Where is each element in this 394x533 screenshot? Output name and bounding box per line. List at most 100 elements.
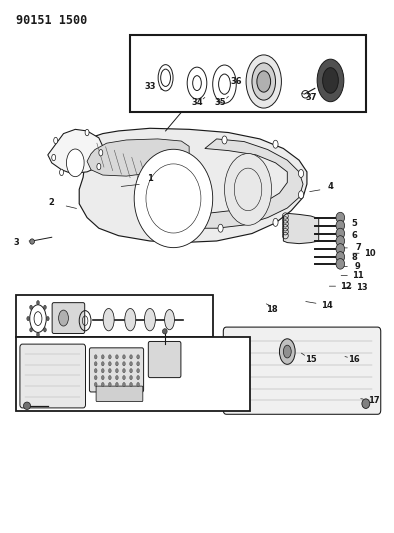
Text: 2: 2: [49, 198, 55, 207]
Ellipse shape: [101, 362, 104, 366]
FancyBboxPatch shape: [96, 386, 143, 401]
Ellipse shape: [246, 55, 281, 108]
Ellipse shape: [362, 399, 370, 408]
Ellipse shape: [252, 63, 275, 100]
Text: 37: 37: [305, 93, 317, 102]
Text: 12: 12: [340, 281, 352, 290]
Polygon shape: [283, 213, 319, 244]
Ellipse shape: [115, 368, 118, 373]
Ellipse shape: [336, 259, 345, 269]
Text: 15: 15: [305, 355, 317, 364]
Ellipse shape: [108, 382, 111, 386]
Text: 8: 8: [351, 253, 357, 262]
Ellipse shape: [336, 236, 345, 246]
Ellipse shape: [336, 212, 345, 223]
Ellipse shape: [52, 155, 56, 161]
Text: 24: 24: [34, 399, 46, 408]
Ellipse shape: [123, 375, 125, 379]
Ellipse shape: [317, 59, 344, 102]
Ellipse shape: [85, 130, 89, 136]
FancyBboxPatch shape: [223, 327, 381, 414]
Ellipse shape: [101, 368, 104, 373]
FancyBboxPatch shape: [148, 342, 181, 377]
Ellipse shape: [130, 382, 132, 386]
Ellipse shape: [54, 138, 58, 144]
Ellipse shape: [273, 219, 278, 227]
Ellipse shape: [137, 382, 139, 386]
Polygon shape: [181, 139, 303, 228]
Text: 26: 26: [50, 311, 61, 320]
Text: 35: 35: [215, 98, 227, 107]
Text: 16: 16: [348, 355, 360, 364]
Ellipse shape: [165, 310, 175, 330]
Text: 6: 6: [351, 231, 357, 240]
Text: 14: 14: [321, 301, 333, 310]
Text: 31: 31: [128, 321, 140, 330]
Bar: [17, 295, 213, 337]
Text: 25: 25: [22, 316, 34, 325]
Bar: [17, 337, 250, 411]
Text: 13: 13: [356, 283, 368, 292]
Ellipse shape: [30, 305, 32, 310]
Ellipse shape: [94, 355, 97, 359]
Ellipse shape: [137, 362, 139, 366]
Text: 22: 22: [160, 391, 171, 400]
Ellipse shape: [108, 368, 111, 373]
Ellipse shape: [37, 333, 39, 337]
Ellipse shape: [144, 309, 155, 331]
Ellipse shape: [59, 169, 63, 175]
Ellipse shape: [137, 375, 139, 379]
Ellipse shape: [67, 149, 84, 176]
Ellipse shape: [299, 191, 304, 199]
Ellipse shape: [137, 368, 139, 373]
Ellipse shape: [130, 368, 132, 373]
Ellipse shape: [115, 362, 118, 366]
Ellipse shape: [99, 150, 103, 156]
Ellipse shape: [108, 375, 111, 379]
Ellipse shape: [137, 355, 139, 359]
Bar: [130, 35, 366, 112]
Ellipse shape: [101, 355, 104, 359]
Ellipse shape: [46, 317, 49, 321]
Ellipse shape: [37, 301, 39, 305]
Text: 34: 34: [191, 98, 203, 107]
Ellipse shape: [123, 382, 125, 386]
Text: 5: 5: [351, 220, 357, 229]
Ellipse shape: [123, 362, 125, 366]
Text: 11: 11: [352, 271, 364, 280]
Ellipse shape: [94, 382, 97, 386]
Text: 18: 18: [266, 304, 277, 313]
Text: 20: 20: [164, 331, 175, 340]
Ellipse shape: [336, 228, 345, 239]
Ellipse shape: [336, 252, 345, 262]
Ellipse shape: [134, 149, 213, 248]
Polygon shape: [79, 128, 307, 243]
Ellipse shape: [336, 220, 345, 231]
Ellipse shape: [283, 345, 291, 358]
Ellipse shape: [108, 355, 111, 359]
Ellipse shape: [103, 309, 114, 331]
Text: 1: 1: [147, 174, 153, 183]
Ellipse shape: [94, 368, 97, 373]
Polygon shape: [48, 130, 105, 173]
Ellipse shape: [24, 402, 30, 409]
FancyBboxPatch shape: [20, 344, 85, 408]
Ellipse shape: [108, 362, 111, 366]
Polygon shape: [87, 139, 189, 176]
Ellipse shape: [59, 310, 69, 326]
Ellipse shape: [218, 224, 223, 232]
Text: 30: 30: [105, 307, 116, 316]
Ellipse shape: [115, 382, 118, 386]
Text: 36: 36: [230, 77, 242, 86]
Text: 32: 32: [152, 318, 164, 327]
Ellipse shape: [97, 164, 101, 169]
Text: 38: 38: [333, 77, 344, 86]
Text: 33: 33: [144, 82, 156, 91]
FancyBboxPatch shape: [89, 348, 143, 392]
Ellipse shape: [115, 375, 118, 379]
Text: 21: 21: [85, 347, 97, 356]
Ellipse shape: [130, 375, 132, 379]
Ellipse shape: [30, 328, 32, 332]
Text: 19: 19: [191, 321, 203, 330]
Text: 3: 3: [13, 238, 19, 247]
